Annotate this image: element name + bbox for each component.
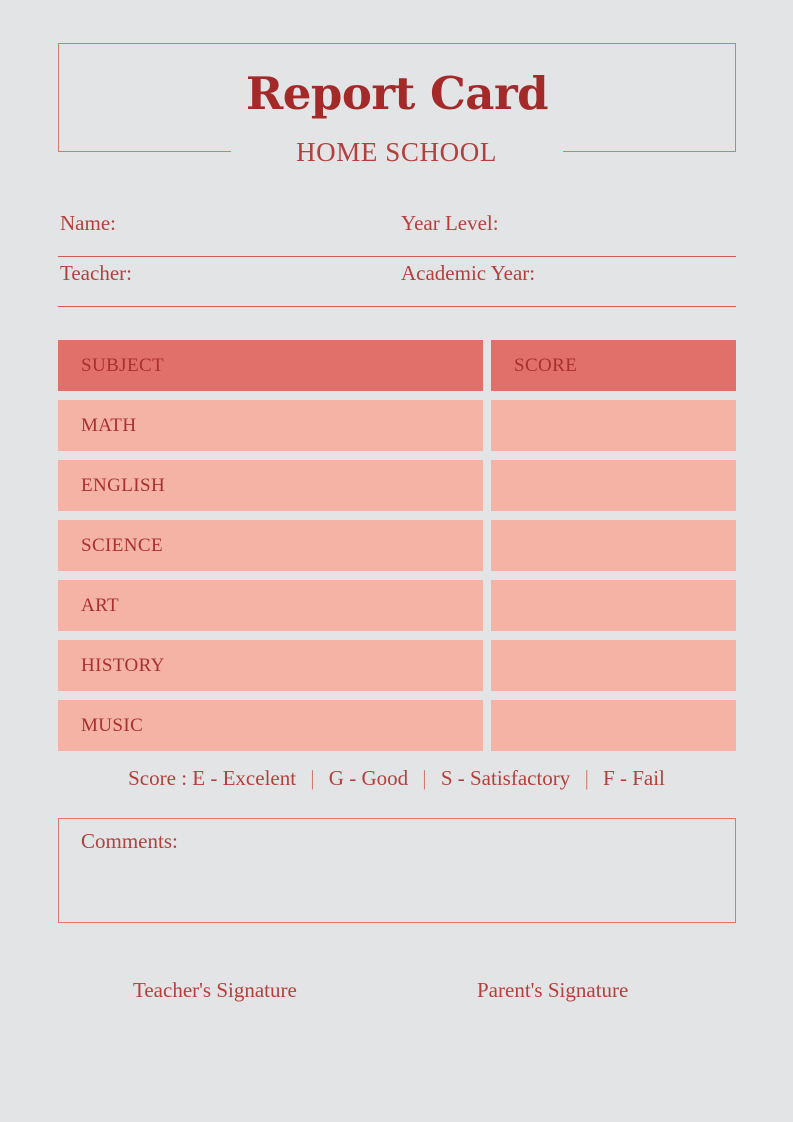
grade-table: SUBJECT SCORE MATH ENGLISH SCIENCE ART H… <box>58 340 736 751</box>
info-row-name: Name: Year Level: <box>58 207 736 257</box>
table-row: SCIENCE <box>58 520 736 571</box>
score-cell[interactable] <box>491 700 736 751</box>
page-title: Report Card <box>245 67 549 120</box>
parent-signature-label: Parent's Signature <box>477 978 629 1002</box>
table-row: MUSIC <box>58 700 736 751</box>
score-cell[interactable] <box>491 520 736 571</box>
subject-cell: MATH <box>58 400 483 451</box>
score-cell[interactable] <box>491 580 736 631</box>
header-rule-right <box>563 151 736 152</box>
academic-year-label: Academic Year: <box>401 261 536 285</box>
comments-box[interactable]: Comments: <box>58 818 736 923</box>
header-rule-left <box>58 151 231 152</box>
info-fields: Name: Year Level: Teacher: Academic Year… <box>58 207 736 307</box>
teacher-signature-label: Teacher's Signature <box>133 978 297 1002</box>
subject-cell: HISTORY <box>58 640 483 691</box>
legend-item-good: G - Good <box>328 766 409 790</box>
legend-item-fail: F - Fail <box>603 766 665 790</box>
table-row: HISTORY <box>58 640 736 691</box>
comments-label: Comments: <box>81 829 178 853</box>
school-name: HOME SCHOOL <box>296 137 497 167</box>
score-cell[interactable] <box>491 460 736 511</box>
info-row-teacher: Teacher: Academic Year: <box>58 257 736 307</box>
column-header-score: SCORE <box>491 340 736 391</box>
subject-cell: ART <box>58 580 483 631</box>
table-header-row: SUBJECT SCORE <box>58 340 736 391</box>
year-level-label: Year Level: <box>401 211 499 235</box>
legend-item-excelent: E - Excelent <box>192 766 297 790</box>
table-row: MATH <box>58 400 736 451</box>
signature-area: Teacher's Signature Parent's Signature <box>58 978 736 1008</box>
score-cell[interactable] <box>491 400 736 451</box>
table-row: ENGLISH <box>58 460 736 511</box>
subject-cell: MUSIC <box>58 700 483 751</box>
column-header-subject: SUBJECT <box>58 340 483 391</box>
header-border-box <box>58 43 736 152</box>
legend-item-satisfactory: S - Satisfactory <box>440 766 571 790</box>
teacher-label: Teacher: <box>60 261 132 285</box>
score-cell[interactable] <box>491 640 736 691</box>
legend-separator: | <box>584 766 589 790</box>
score-legend: Score : E - Excelent | G - Good | S - Sa… <box>0 766 793 791</box>
table-row: ART <box>58 580 736 631</box>
subject-cell: ENGLISH <box>58 460 483 511</box>
legend-separator: | <box>310 766 315 790</box>
legend-prefix: Score : <box>128 766 188 790</box>
legend-separator: | <box>422 766 427 790</box>
name-label: Name: <box>60 211 116 235</box>
subject-cell: SCIENCE <box>58 520 483 571</box>
header-block: Report Card <box>58 43 736 152</box>
